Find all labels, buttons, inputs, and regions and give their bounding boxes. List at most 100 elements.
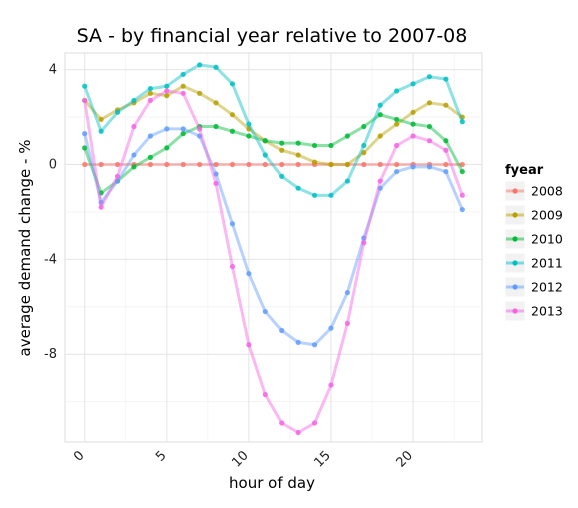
point-2008-6 (180, 161, 186, 168)
point-2008-9 (229, 161, 236, 168)
legend-item-2011: 2011 (504, 252, 563, 274)
point-2012-7 (197, 133, 203, 139)
point-2009-23 (459, 114, 465, 120)
point-2008-4 (147, 161, 153, 168)
point-2012-20 (410, 164, 416, 170)
point-2013-16 (344, 320, 350, 327)
point-2013-3 (131, 123, 137, 130)
point-2009-10 (246, 126, 252, 132)
point-2012-12 (279, 327, 285, 334)
point-2013-0 (82, 97, 88, 104)
point-2009-17 (361, 150, 367, 156)
point-2010-15 (328, 142, 334, 149)
legend-key-point-2012 (512, 284, 518, 290)
point-2011-22 (443, 76, 449, 82)
point-2008-22 (443, 161, 449, 168)
point-2009-5 (164, 93, 170, 99)
point-2013-1 (98, 204, 104, 210)
point-2009-6 (180, 83, 186, 89)
point-2012-5 (164, 126, 170, 132)
point-2011-20 (410, 81, 416, 87)
point-2009-22 (443, 102, 449, 108)
point-2013-2 (114, 173, 121, 179)
point-2013-10 (246, 342, 252, 348)
point-2009-18 (377, 133, 383, 139)
point-2013-18 (377, 178, 383, 184)
point-2008-19 (394, 161, 400, 168)
point-2010-13 (295, 140, 301, 146)
point-2009-21 (426, 100, 433, 106)
legend-item-2010: 2010 (504, 228, 563, 250)
legend-item-2012: 2012 (504, 276, 563, 298)
legend-key-point-2009 (512, 212, 518, 218)
point-2013-13 (295, 429, 301, 436)
point-2008-13 (295, 161, 301, 168)
point-2011-11 (262, 152, 268, 158)
point-2010-12 (279, 140, 285, 146)
point-2013-20 (410, 133, 416, 139)
point-2011-2 (114, 109, 121, 115)
point-2010-11 (262, 138, 268, 144)
point-2013-11 (262, 391, 268, 398)
point-2012-3 (131, 152, 137, 158)
point-2012-14 (311, 342, 318, 348)
point-2012-11 (262, 308, 268, 315)
series-2011 (82, 62, 465, 198)
point-2008-11 (262, 161, 268, 168)
chart-title: SA - by financial year relative to 2007-… (77, 25, 468, 47)
point-2013-4 (147, 97, 153, 104)
point-2008-1 (98, 161, 104, 168)
point-2011-23 (459, 119, 465, 125)
point-2011-1 (98, 128, 104, 134)
legend-title: fyear (505, 163, 544, 178)
point-2012-10 (246, 270, 252, 277)
point-2012-1 (98, 199, 104, 206)
point-2009-16 (344, 161, 350, 168)
point-2012-8 (213, 171, 219, 177)
point-2009-19 (394, 121, 400, 127)
point-2009-13 (295, 152, 301, 158)
point-2013-5 (164, 88, 170, 94)
point-2013-12 (279, 420, 285, 426)
point-2010-8 (213, 123, 219, 130)
x-axis-title: hour of day (229, 474, 315, 492)
series-line-2013 (83, 89, 464, 435)
point-2009-8 (213, 100, 219, 106)
point-2011-14 (311, 192, 318, 198)
y-axis-ticks: 4 0 -4 -8 (44, 63, 57, 363)
point-2013-14 (311, 420, 318, 426)
point-2008-8 (213, 161, 219, 168)
point-2008-23 (459, 161, 465, 168)
legend-item-2008: 2008 (504, 180, 563, 202)
point-2010-5 (164, 145, 170, 151)
point-2008-7 (197, 161, 203, 168)
legend-label-2011: 2011 (531, 256, 563, 271)
y-tick-label-3: -8 (44, 347, 57, 362)
legend: fyear 2008 2009 2010 2011 2012 2013 (504, 163, 563, 322)
point-2011-9 (229, 81, 236, 87)
point-2011-10 (246, 121, 252, 127)
y-tick-label-0: 4 (49, 63, 57, 78)
point-2009-14 (311, 159, 318, 165)
x-tick-label-2: 10 (229, 448, 251, 470)
series-layer (82, 62, 465, 436)
plot-panel (64, 52, 483, 443)
point-2013-6 (180, 90, 186, 96)
point-2013-17 (361, 240, 367, 246)
point-2011-17 (361, 142, 367, 149)
legend-item-2009: 2009 (504, 204, 563, 226)
series-line-2009 (83, 84, 464, 166)
point-2008-12 (279, 161, 285, 168)
point-2010-17 (361, 123, 367, 130)
point-2010-19 (394, 116, 400, 123)
point-2009-15 (328, 161, 334, 168)
point-2009-7 (197, 90, 203, 96)
point-2012-21 (426, 164, 433, 170)
point-2008-0 (82, 161, 88, 168)
point-2009-20 (410, 109, 416, 115)
legend-label-2012: 2012 (531, 280, 563, 295)
point-2011-5 (164, 83, 170, 89)
point-2010-10 (246, 133, 252, 139)
point-2012-6 (180, 126, 186, 132)
y-axis-title: average demand change - % (16, 140, 34, 357)
